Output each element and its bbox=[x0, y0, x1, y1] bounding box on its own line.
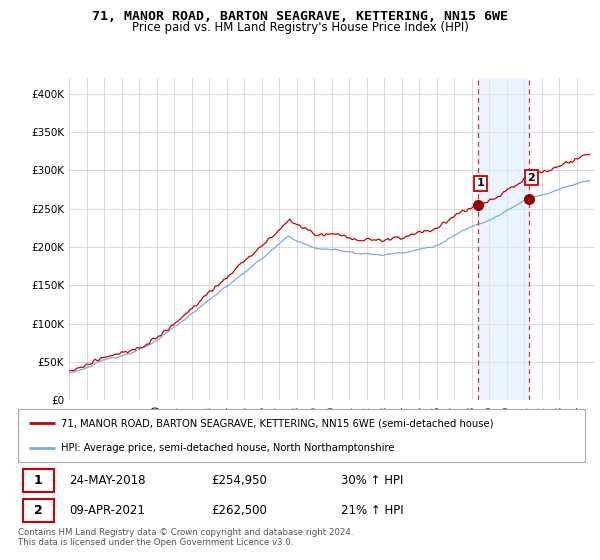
Text: 1: 1 bbox=[34, 474, 43, 487]
Text: 71, MANOR ROAD, BARTON SEAGRAVE, KETTERING, NN15 6WE: 71, MANOR ROAD, BARTON SEAGRAVE, KETTERI… bbox=[92, 10, 508, 22]
Text: 09-APR-2021: 09-APR-2021 bbox=[69, 505, 145, 517]
Text: Contains HM Land Registry data © Crown copyright and database right 2024.
This d: Contains HM Land Registry data © Crown c… bbox=[18, 528, 353, 547]
Text: 2: 2 bbox=[527, 172, 535, 183]
FancyBboxPatch shape bbox=[23, 500, 54, 522]
FancyBboxPatch shape bbox=[18, 409, 585, 462]
Text: 24-MAY-2018: 24-MAY-2018 bbox=[69, 474, 146, 487]
Text: £262,500: £262,500 bbox=[211, 505, 266, 517]
Text: 30% ↑ HPI: 30% ↑ HPI bbox=[341, 474, 404, 487]
Text: £254,950: £254,950 bbox=[211, 474, 266, 487]
Text: Price paid vs. HM Land Registry's House Price Index (HPI): Price paid vs. HM Land Registry's House … bbox=[131, 21, 469, 34]
Text: 1: 1 bbox=[477, 179, 485, 189]
Text: 71, MANOR ROAD, BARTON SEAGRAVE, KETTERING, NN15 6WE (semi-detached house): 71, MANOR ROAD, BARTON SEAGRAVE, KETTERI… bbox=[61, 418, 493, 428]
Text: 2: 2 bbox=[34, 505, 43, 517]
FancyBboxPatch shape bbox=[23, 469, 54, 492]
Text: 21% ↑ HPI: 21% ↑ HPI bbox=[341, 505, 404, 517]
Text: HPI: Average price, semi-detached house, North Northamptonshire: HPI: Average price, semi-detached house,… bbox=[61, 442, 394, 452]
